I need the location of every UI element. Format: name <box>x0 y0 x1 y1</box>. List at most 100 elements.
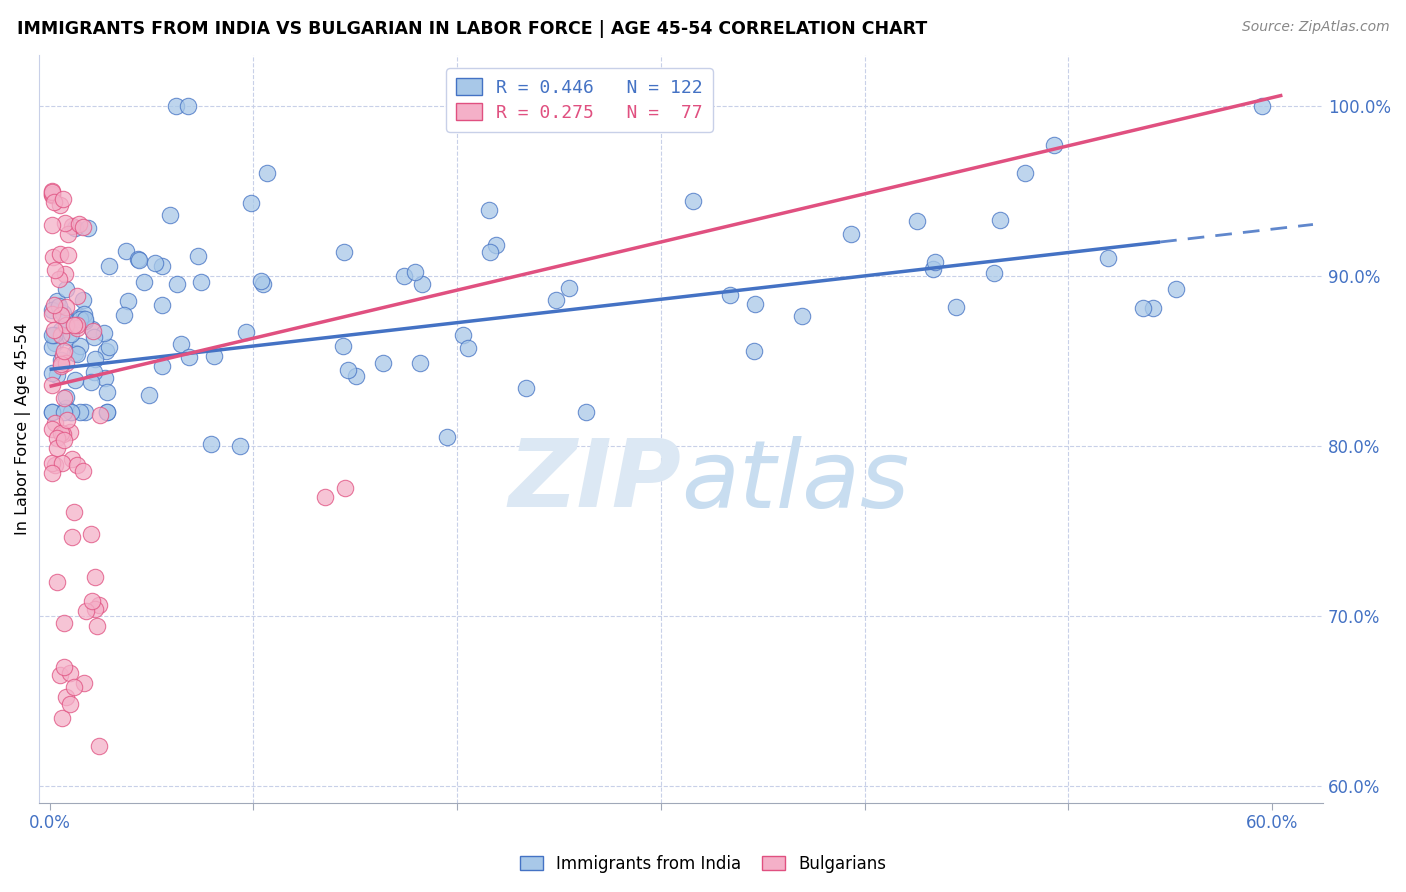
Point <box>51 359 73 373</box>
Point <box>1142 301 1164 315</box>
Point <box>478 202 501 217</box>
Point <box>46 294 69 309</box>
Point <box>558 281 581 295</box>
Point <box>59 425 82 439</box>
Point <box>77 221 100 235</box>
Point <box>52 615 75 630</box>
Point <box>55 300 77 314</box>
Point <box>337 363 360 377</box>
Point <box>66 289 89 303</box>
Point <box>252 277 274 292</box>
Point <box>83 602 105 616</box>
Point <box>53 216 76 230</box>
Point <box>87 598 110 612</box>
Point <box>93 326 115 340</box>
Point <box>48 272 70 286</box>
Point <box>73 313 96 327</box>
Point <box>67 217 90 231</box>
Point <box>72 220 94 235</box>
Point <box>41 422 63 436</box>
Point <box>945 300 967 314</box>
Point <box>515 381 537 395</box>
Point <box>55 318 77 332</box>
Point <box>792 309 814 323</box>
Point <box>51 352 73 367</box>
Point <box>166 277 188 291</box>
Point <box>56 329 79 343</box>
Point <box>48 299 70 313</box>
Point <box>97 260 120 274</box>
Point <box>80 527 103 541</box>
Point <box>371 356 394 370</box>
Point <box>51 711 73 725</box>
Point <box>177 99 200 113</box>
Point <box>52 306 75 320</box>
Point <box>87 739 110 753</box>
Point <box>66 347 89 361</box>
Point <box>127 252 149 266</box>
Point <box>55 312 77 326</box>
Point <box>44 194 66 209</box>
Point <box>49 426 72 441</box>
Point <box>44 263 66 277</box>
Point <box>333 245 356 260</box>
Text: IMMIGRANTS FROM INDIA VS BULGARIAN IN LABOR FORCE | AGE 45-54 CORRELATION CHART: IMMIGRANTS FROM INDIA VS BULGARIAN IN LA… <box>17 20 927 37</box>
Point <box>75 405 97 419</box>
Point <box>409 356 432 370</box>
Point <box>404 265 426 279</box>
Point <box>52 427 75 442</box>
Point <box>1042 137 1064 152</box>
Point <box>73 308 96 322</box>
Point <box>72 675 94 690</box>
Point <box>60 219 83 233</box>
Point <box>1132 301 1154 315</box>
Point <box>41 366 63 380</box>
Point <box>51 357 73 371</box>
Point <box>46 442 69 456</box>
Point <box>55 413 77 427</box>
Point <box>59 326 82 341</box>
Point <box>41 456 63 470</box>
Point <box>52 344 75 359</box>
Point <box>66 318 89 332</box>
Point <box>134 275 156 289</box>
Point <box>115 244 138 258</box>
Point <box>41 405 63 419</box>
Point <box>333 481 356 495</box>
Point <box>65 458 87 472</box>
Point <box>97 340 120 354</box>
Y-axis label: In Labor Force | Age 45-54: In Labor Force | Age 45-54 <box>15 323 31 535</box>
Point <box>150 359 173 374</box>
Point <box>52 391 75 405</box>
Point <box>56 227 79 241</box>
Text: atlas: atlas <box>682 435 910 526</box>
Point <box>44 416 66 430</box>
Point <box>69 405 91 419</box>
Point <box>51 323 73 337</box>
Point <box>46 575 69 590</box>
Point <box>53 267 76 281</box>
Point <box>63 221 86 235</box>
Point <box>59 405 82 419</box>
Point <box>53 405 76 419</box>
Point <box>117 293 139 308</box>
Point <box>44 298 66 312</box>
Point <box>1166 282 1188 296</box>
Point <box>72 464 94 478</box>
Point <box>84 352 107 367</box>
Point <box>46 368 69 383</box>
Point <box>83 330 105 344</box>
Point <box>411 277 433 292</box>
Point <box>84 570 107 584</box>
Point <box>1251 99 1274 113</box>
Point <box>718 288 741 302</box>
Point <box>55 690 77 705</box>
Point <box>239 195 262 210</box>
Point <box>128 253 150 268</box>
Point <box>41 307 63 321</box>
Point <box>921 261 943 276</box>
Point <box>52 659 75 673</box>
Point <box>51 456 73 470</box>
Point <box>83 365 105 379</box>
Point <box>41 187 63 202</box>
